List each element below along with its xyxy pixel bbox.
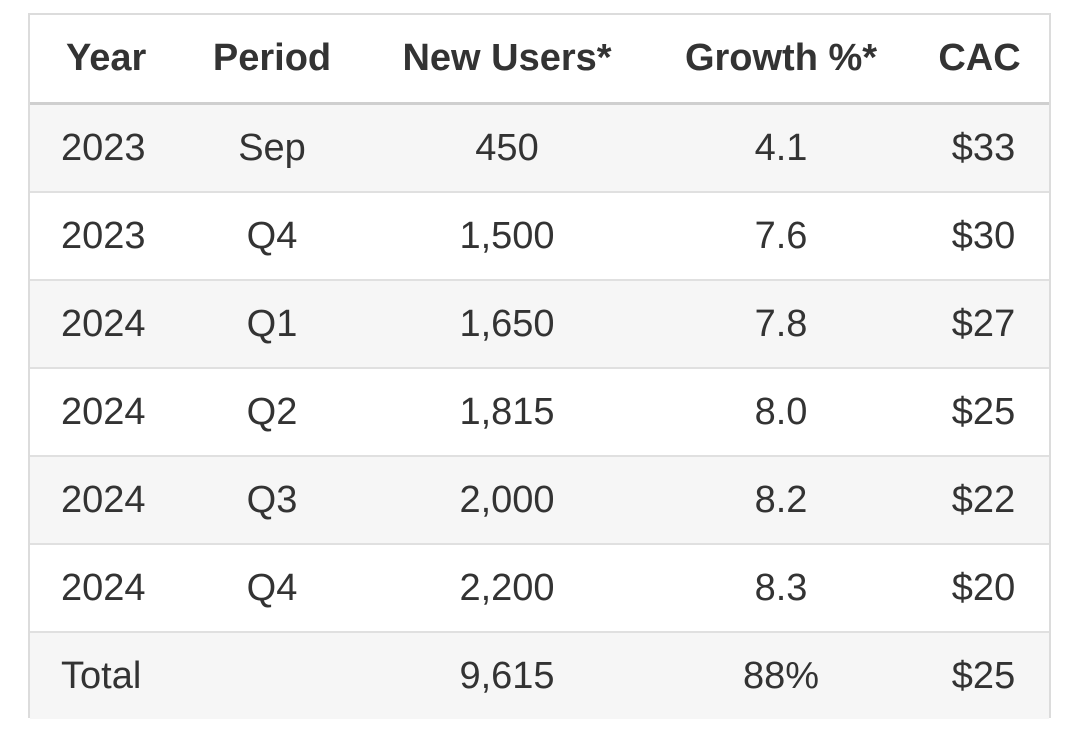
table-row: 2023 Q4 1,500 7.6 $30 <box>30 192 1049 281</box>
cell-year: 2023 <box>30 192 182 281</box>
cell-total-cac: $25 <box>910 632 1049 719</box>
cell-growth: 7.8 <box>652 280 910 369</box>
cell-new-users: 450 <box>362 103 652 193</box>
table-body: 2023 Sep 450 4.1 $33 2023 Q4 1,500 7.6 $… <box>30 103 1049 719</box>
table-row: 2024 Q4 2,200 8.3 $20 <box>30 544 1049 633</box>
cell-year: 2024 <box>30 456 182 545</box>
data-table-container: Year Period New Users* Growth %* CAC 202… <box>28 13 1051 719</box>
cell-total-new-users: 9,615 <box>362 632 652 719</box>
cell-year: 2024 <box>30 544 182 633</box>
header-row: Year Period New Users* Growth %* CAC <box>30 15 1049 105</box>
cell-growth: 8.0 <box>652 368 910 457</box>
table-row: 2023 Sep 450 4.1 $33 <box>30 103 1049 193</box>
cell-cac: $33 <box>910 103 1049 193</box>
cell-period: Sep <box>182 103 362 193</box>
cell-year: 2024 <box>30 280 182 369</box>
table-header: Year Period New Users* Growth %* CAC <box>30 15 1049 105</box>
cell-period <box>182 632 362 719</box>
table-row: 2024 Q1 1,650 7.8 $27 <box>30 280 1049 369</box>
header-cac: CAC <box>910 15 1049 105</box>
cell-total-label: Total <box>30 632 182 719</box>
cell-cac: $22 <box>910 456 1049 545</box>
cell-growth: 4.1 <box>652 103 910 193</box>
cell-year: 2024 <box>30 368 182 457</box>
cell-new-users: 1,650 <box>362 280 652 369</box>
header-new-users: New Users* <box>362 15 652 105</box>
cell-period: Q3 <box>182 456 362 545</box>
cell-cac: $30 <box>910 192 1049 281</box>
header-year: Year <box>30 15 182 105</box>
header-growth: Growth %* <box>652 15 910 105</box>
cell-year: 2023 <box>30 103 182 193</box>
cell-new-users: 2,000 <box>362 456 652 545</box>
total-row: Total 9,615 88% $25 <box>30 632 1049 719</box>
table-row: 2024 Q3 2,000 8.2 $22 <box>30 456 1049 545</box>
cell-period: Q1 <box>182 280 362 369</box>
table-row: 2024 Q2 1,815 8.0 $25 <box>30 368 1049 457</box>
cell-growth: 7.6 <box>652 192 910 281</box>
header-period: Period <box>182 15 362 105</box>
cell-period: Q4 <box>182 192 362 281</box>
cell-new-users: 2,200 <box>362 544 652 633</box>
cell-cac: $20 <box>910 544 1049 633</box>
cell-growth: 8.2 <box>652 456 910 545</box>
cell-new-users: 1,500 <box>362 192 652 281</box>
cell-cac: $27 <box>910 280 1049 369</box>
cell-growth: 8.3 <box>652 544 910 633</box>
cell-new-users: 1,815 <box>362 368 652 457</box>
cell-period: Q2 <box>182 368 362 457</box>
cell-period: Q4 <box>182 544 362 633</box>
cell-total-growth: 88% <box>652 632 910 719</box>
cell-cac: $25 <box>910 368 1049 457</box>
data-table: Year Period New Users* Growth %* CAC 202… <box>30 15 1049 719</box>
